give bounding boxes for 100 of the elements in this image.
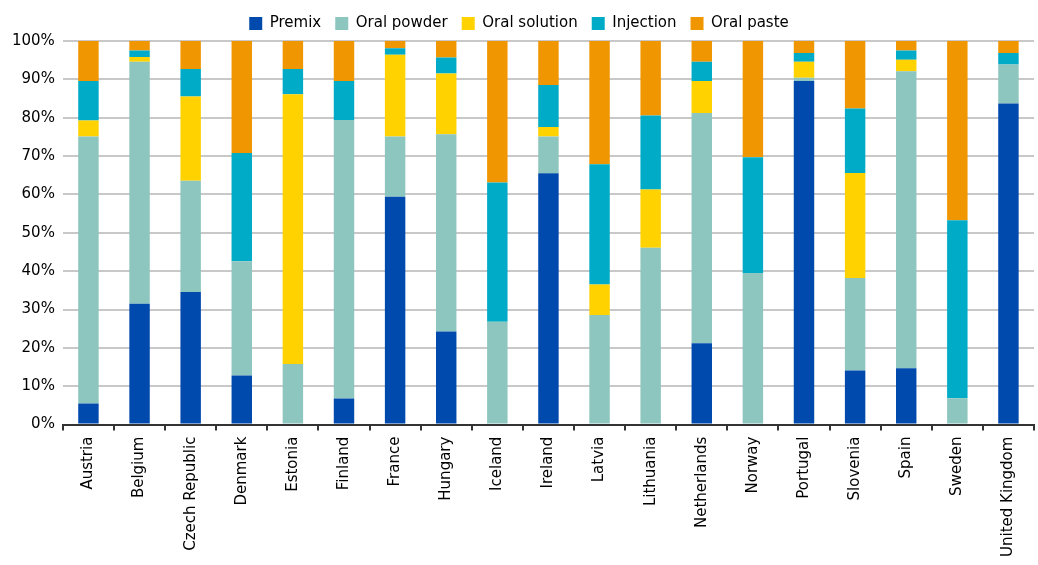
bar: [538, 173, 559, 424]
bar: [947, 41, 968, 221]
bar: [691, 113, 712, 344]
bar: [436, 134, 457, 332]
bar: [180, 96, 201, 181]
bar: [538, 126, 559, 137]
x-tick-label: Latvia: [589, 436, 608, 483]
bar: [538, 85, 559, 127]
legend-label: Premix: [269, 13, 322, 32]
y-tick-label: 50%: [21, 222, 55, 241]
bar: [844, 370, 866, 424]
bar: [333, 120, 355, 399]
bar: [691, 80, 712, 114]
bar: [742, 273, 764, 424]
x-tick-label: Slovenia: [845, 436, 863, 501]
bar: [333, 398, 355, 424]
bar: [844, 108, 866, 173]
bar: [589, 41, 610, 165]
bar: [691, 61, 712, 81]
x-tick-label: Czech Republic: [180, 436, 199, 551]
bar: [742, 157, 764, 274]
bar: [129, 57, 150, 62]
bar: [180, 291, 201, 424]
bar: [691, 343, 712, 424]
x-tick-label: Finland: [333, 436, 352, 491]
bar: [384, 54, 406, 137]
x-tick-label: Lithuania: [640, 436, 659, 507]
bar: [180, 69, 201, 97]
bar: [384, 41, 406, 49]
bar: [180, 41, 201, 69]
x-tick-label: Norway: [742, 436, 761, 494]
bar: [436, 41, 457, 58]
x-tick-label: Denmark: [231, 436, 250, 506]
bar: [793, 61, 815, 78]
bar: [78, 136, 99, 404]
y-tick-label: 80%: [21, 107, 55, 126]
bar: [282, 94, 304, 364]
bar: [640, 115, 661, 190]
bar: [129, 41, 150, 51]
y-tick-label: 10%: [21, 376, 55, 395]
bar: [640, 189, 661, 248]
y-tick-label: 90%: [21, 69, 55, 88]
bar: [384, 48, 406, 55]
x-tick-label: Iceland: [487, 436, 506, 491]
bar: [896, 41, 917, 51]
bar: [78, 80, 99, 121]
bar: [436, 57, 457, 74]
bar: [78, 41, 99, 81]
bar: [844, 172, 866, 279]
bar: [589, 314, 610, 424]
bar: [487, 41, 508, 183]
bar: [180, 180, 201, 292]
x-tick-label: Portugal: [793, 436, 812, 499]
bar: [333, 80, 355, 121]
bar: [998, 52, 1019, 65]
x-tick-label: Belgium: [129, 436, 148, 499]
bar: [487, 182, 508, 322]
bar: [282, 69, 304, 95]
x-tick-label: Hungary: [436, 436, 455, 501]
bar: [231, 41, 252, 154]
y-tick-label: 70%: [21, 145, 55, 164]
bar: [998, 103, 1019, 424]
bar: [844, 278, 866, 371]
bar: [436, 331, 457, 424]
x-tick-label: Sweden: [947, 436, 966, 496]
legend-label: Oral powder: [355, 13, 449, 32]
bar: [844, 41, 866, 109]
bar: [793, 52, 815, 62]
x-tick-label: United Kingdom: [998, 436, 1017, 558]
x-tick-label: France: [385, 436, 403, 487]
y-tick-label: 0%: [31, 414, 55, 433]
y-tick-label: 40%: [21, 261, 55, 280]
x-tick-label: Estonia: [282, 436, 301, 492]
bar: [896, 368, 917, 424]
bar: [282, 41, 304, 69]
bar: [384, 196, 406, 424]
bar: [436, 73, 457, 135]
bar: [947, 398, 968, 424]
bar: [589, 164, 610, 285]
bar: [384, 136, 406, 197]
bar: [231, 261, 252, 376]
bar: [793, 41, 815, 53]
bar: [998, 64, 1019, 104]
bar: [78, 403, 99, 424]
bar: [896, 71, 917, 369]
bar: [998, 41, 1019, 53]
x-tick-label: Austria: [78, 436, 97, 490]
legend-label: Injection: [612, 13, 677, 32]
x-tick-label: Netherlands: [691, 436, 710, 529]
bar: [896, 59, 917, 72]
bar: [793, 77, 815, 81]
y-tick-label: 30%: [21, 299, 55, 318]
legend-label: Oral paste: [711, 13, 789, 32]
bar: [129, 61, 150, 304]
y-tick-label: 20%: [21, 337, 55, 356]
x-tick-label: Ireland: [538, 436, 557, 489]
x-tick-label: Spain: [896, 436, 915, 479]
bar: [129, 50, 150, 58]
bar: [538, 136, 559, 174]
bar: [947, 220, 968, 399]
